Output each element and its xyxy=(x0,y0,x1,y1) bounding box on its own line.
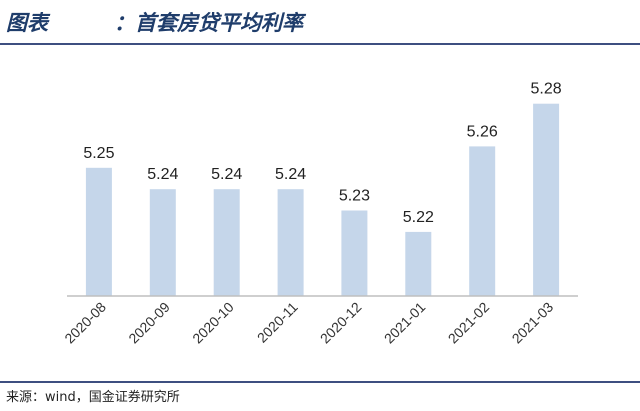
x-tick-label-2020-09: 2020-09 xyxy=(125,299,173,347)
chart-title: ：首套房贷平均利率 xyxy=(114,10,303,35)
data-label-2020-12: 5.23 xyxy=(339,188,370,205)
x-tick-label-2020-10: 2020-10 xyxy=(189,299,237,347)
data-label-2021-03: 5.28 xyxy=(531,81,562,98)
data-label-2021-01: 5.22 xyxy=(403,209,434,226)
bar-2021-02 xyxy=(469,146,496,296)
data-label-2020-08: 5.25 xyxy=(83,145,114,162)
bar-2020-09 xyxy=(149,189,176,296)
data-label-2021-02: 5.26 xyxy=(467,123,498,140)
source-note: 来源：wind，国金证券研究所 xyxy=(6,390,180,405)
x-tick-label-2021-02: 2021-02 xyxy=(445,299,493,347)
title-divider xyxy=(0,43,640,45)
bar-2020-10 xyxy=(213,189,240,296)
footer-divider xyxy=(0,381,640,383)
x-tick-label-2020-11: 2020-11 xyxy=(254,299,301,346)
bar-2021-01 xyxy=(405,231,432,296)
data-label-2020-10: 5.24 xyxy=(211,166,242,183)
bar-chart: 5.25 5.24 5.24 5.24 5.23 5.22 5.26 5.28 2020-08… xyxy=(61,81,578,347)
figure-label: 图表 xyxy=(6,10,48,35)
x-tick-label-2020-08: 2020-08 xyxy=(61,299,109,347)
x-tick-label-2021-01: 2021-01 xyxy=(381,299,429,347)
bar-2021-03 xyxy=(533,103,560,296)
bar-2020-08 xyxy=(85,167,112,296)
data-label-2020-11: 5.24 xyxy=(275,166,306,183)
x-tick-label-2021-03: 2021-03 xyxy=(509,299,557,347)
data-label-2020-09: 5.24 xyxy=(147,166,178,183)
bar-2020-11 xyxy=(277,189,304,296)
bar-2020-12 xyxy=(341,210,368,296)
bars-layer: 5.25 5.24 5.24 5.24 5.23 5.22 5.26 5.28 xyxy=(83,81,562,296)
x-tick-label-2020-12: 2020-12 xyxy=(317,299,365,347)
title-row: 图表 ：首套房贷平均利率 xyxy=(0,0,640,44)
ticks-layer: 2020-08 2020-09 2020-10 2020-11 2020-12 2021-… xyxy=(61,299,556,347)
